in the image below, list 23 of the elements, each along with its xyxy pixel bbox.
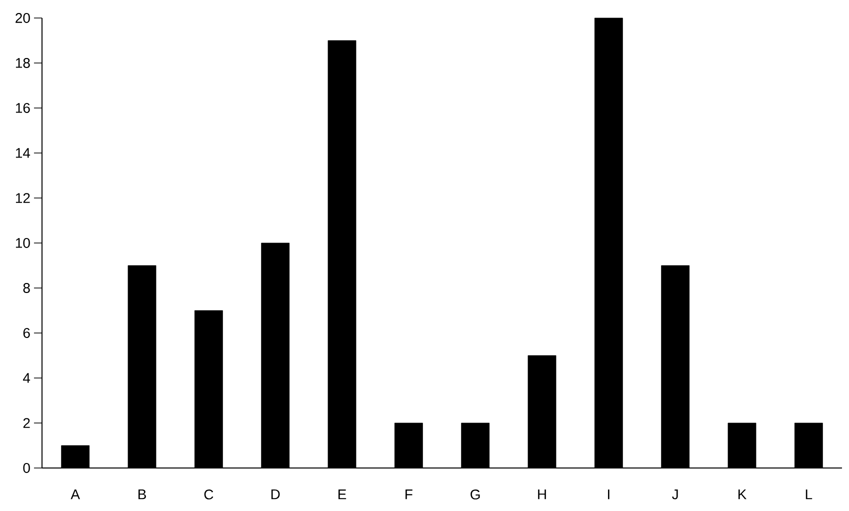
y-tick-label: 18: [16, 58, 30, 68]
y-tick-label: 12: [16, 193, 30, 203]
x-tick-label: J: [672, 490, 678, 500]
y-tick-label: 16: [16, 103, 30, 113]
x-tick-label: E: [338, 490, 346, 500]
x-tick-label: K: [738, 490, 747, 500]
y-tick-label: 14: [16, 148, 30, 158]
y-tick-label: 8: [23, 283, 30, 293]
x-tick-label: F: [406, 490, 412, 500]
x-tick-label: B: [138, 490, 146, 500]
x-tick-label: A: [70, 490, 80, 500]
y-tick-label: 6: [23, 328, 30, 338]
x-tick-label: L: [806, 490, 812, 500]
x-tick-label: H: [538, 490, 546, 500]
y-tick-label: 20: [16, 13, 30, 23]
y-tick-label: 2: [23, 418, 30, 428]
y-tick-label: 10: [16, 238, 30, 248]
x-tick-label: G: [470, 490, 480, 500]
y-tick-label: 4: [23, 373, 30, 383]
x-tick-label: C: [204, 490, 214, 500]
y-tick-label: 0: [23, 463, 30, 473]
x-tick-label: I: [608, 490, 610, 500]
x-tick-label: D: [271, 490, 280, 500]
